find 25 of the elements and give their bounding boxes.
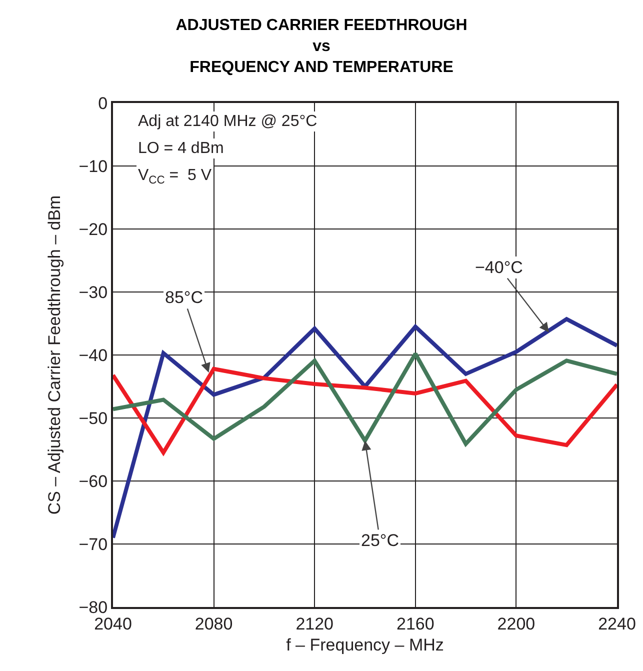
text: 25°C <box>361 531 399 550</box>
x-tick-label: 2200 <box>497 614 536 634</box>
y-axis-title: CS – Adjusted Carrier Feedthrough – dBm <box>44 195 64 515</box>
y-tick-label: −70 <box>78 534 108 554</box>
x-tick-label: 2040 <box>94 614 132 634</box>
text: −40°C <box>475 258 523 277</box>
y-tick-label: −60 <box>78 472 108 491</box>
chart-title: ADJUSTED CARRIER FEEDTHROUGH vs FREQUENCY AND TEMPERATURE <box>176 17 468 76</box>
annotation: V$_{CC}$ = 5 V <box>138 167 212 186</box>
line-series <box>113 366 617 455</box>
x-tick-label: 2120 <box>296 614 334 634</box>
x-tick-label: 2080 <box>194 614 233 634</box>
y-tick-label: −40 <box>78 346 108 365</box>
text: 85°C <box>165 288 203 307</box>
y-tick-label: 0 <box>98 94 108 113</box>
y-tick-label: −10 <box>78 156 108 176</box>
x-tick-label: 2240 <box>598 614 636 634</box>
y-tick-label: −20 <box>78 220 108 239</box>
y-tick-label: −50 <box>78 408 108 428</box>
annotation: Adj at 2140 MHz @ 25°C <box>138 113 318 130</box>
annotation: LO = 4 dBm <box>138 140 224 157</box>
y-tick-label: −30 <box>78 282 108 302</box>
x-tick-label: 2160 <box>396 614 434 634</box>
y-tick-label: −80 <box>78 598 108 617</box>
x-axis-title: f – Frequency – MHz <box>286 635 444 654</box>
